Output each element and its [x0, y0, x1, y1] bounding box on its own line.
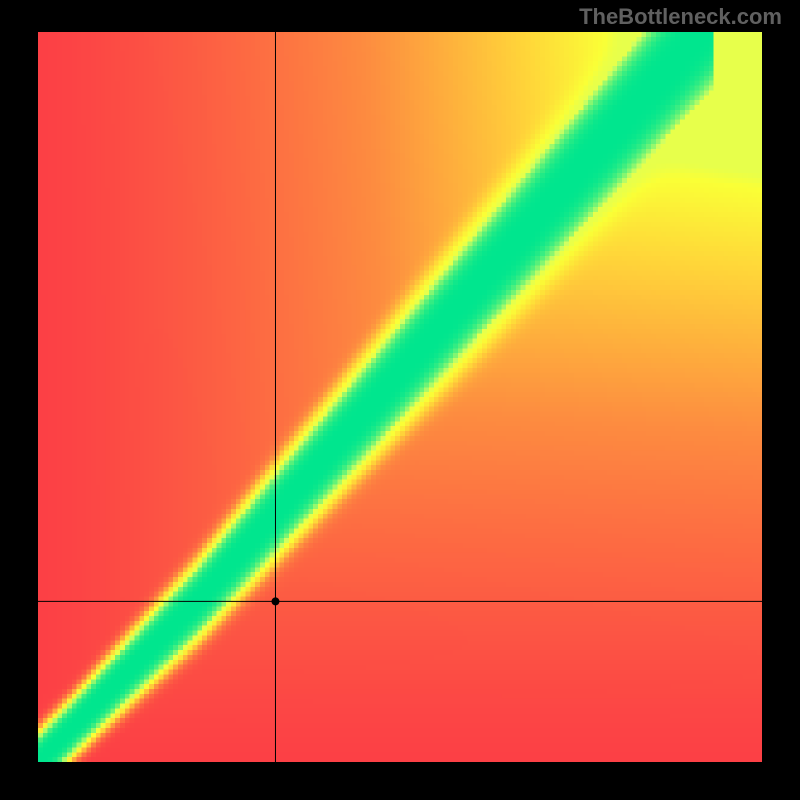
crosshair-dot	[271, 597, 279, 605]
watermark-text: TheBottleneck.com	[579, 4, 782, 30]
crosshair-overlay	[38, 32, 762, 762]
chart-container: { "watermark": { "text": "TheBottleneck.…	[0, 0, 800, 800]
